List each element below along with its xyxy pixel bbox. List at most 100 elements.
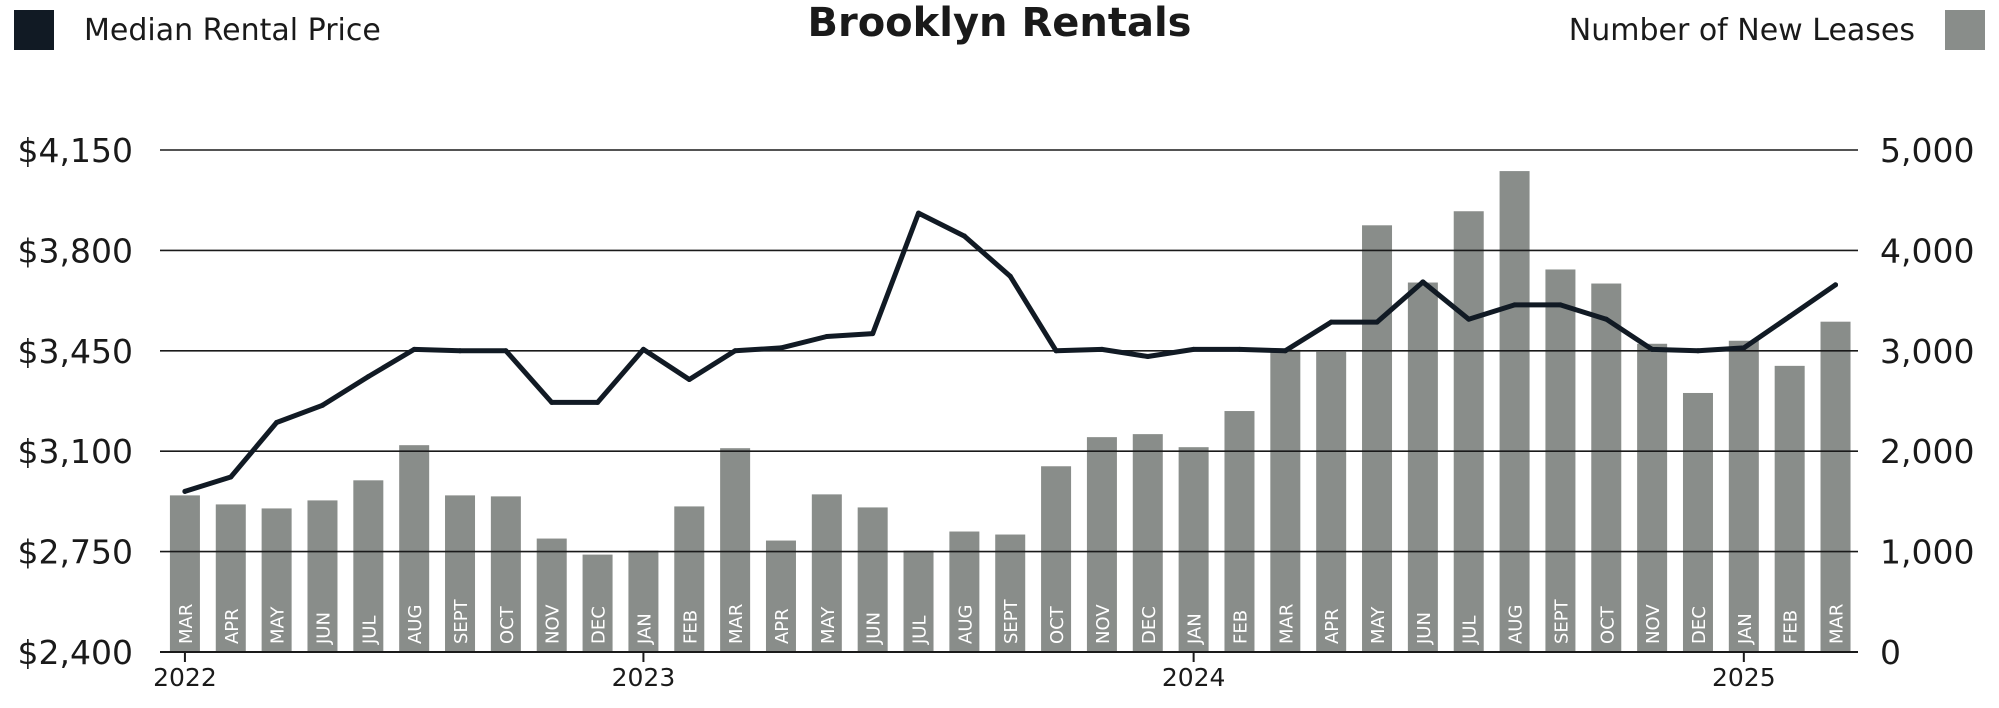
month-label-13: APR: [772, 608, 793, 644]
point-median-rental-price-6: [457, 348, 463, 354]
bar-new-leases-2: [261, 508, 292, 652]
month-label-15: JUN: [864, 612, 885, 645]
month-label-36: MAR: [1827, 604, 1848, 644]
point-median-rental-price-0: [182, 488, 188, 494]
point-median-rental-price-25: [1328, 319, 1334, 325]
point-median-rental-price-16: [916, 210, 922, 216]
month-label-1: APR: [222, 608, 243, 644]
point-median-rental-price-11: [686, 376, 692, 382]
left-tick-label-0: $2,400: [18, 633, 133, 672]
month-label-32: NOV: [1643, 604, 1664, 644]
month-label-30: SEPT: [1551, 598, 1572, 644]
bar-new-leases-9: [582, 554, 613, 652]
month-label-11: FEB: [680, 610, 701, 644]
point-median-rental-price-15: [870, 331, 876, 337]
bar-new-leases-7: [490, 496, 521, 652]
legend-swatch-bar: [1945, 10, 1985, 50]
bar-new-leases-10: [628, 550, 659, 652]
point-median-rental-price-30: [1557, 302, 1563, 308]
point-median-rental-price-26: [1374, 319, 1380, 325]
bar-new-leases-24: [1270, 349, 1301, 652]
point-median-rental-price-20: [1099, 346, 1105, 352]
month-label-12: MAR: [726, 604, 747, 644]
bar-new-leases-30: [1545, 269, 1576, 652]
chart-title: Brooklyn Rentals: [807, 0, 1192, 46]
bar-new-leases-8: [536, 538, 567, 652]
month-label-33: DEC: [1689, 606, 1710, 644]
point-median-rental-price-19: [1053, 348, 1059, 354]
bar-new-leases-20: [1086, 437, 1117, 652]
point-median-rental-price-18: [1007, 273, 1013, 279]
left-tick-label-5: $4,150: [18, 131, 133, 170]
bar-new-leases-5: [399, 445, 430, 652]
bar-new-leases-36: [1820, 321, 1851, 652]
month-label-19: OCT: [1047, 605, 1068, 644]
point-median-rental-price-24: [1282, 348, 1288, 354]
line-median-rental-price: [182, 210, 1838, 494]
month-label-9: DEC: [589, 606, 610, 644]
month-label-20: NOV: [1093, 604, 1114, 644]
legend-swatch-line: [14, 10, 54, 50]
year-label-2023: 2023: [612, 663, 676, 692]
bar-new-leases-1: [215, 504, 246, 652]
month-label-17: AUG: [955, 605, 976, 644]
month-label-7: OCT: [497, 605, 518, 644]
bar-new-leases-32: [1637, 343, 1668, 652]
bar-new-leases-6: [445, 495, 476, 652]
month-label-14: MAY: [818, 606, 839, 644]
left-tick-label-2: $3,100: [18, 432, 133, 471]
legend-median-rental-price: Median Rental Price: [14, 10, 381, 50]
year-label-2025: 2025: [1712, 663, 1776, 692]
point-median-rental-price-22: [1191, 346, 1197, 352]
month-label-6: SEPT: [451, 598, 472, 644]
month-label-4: JUL: [359, 615, 380, 645]
bar-new-leases-29: [1499, 171, 1530, 653]
point-median-rental-price-7: [503, 348, 509, 354]
point-median-rental-price-23: [1236, 346, 1242, 352]
bar-new-leases-4: [353, 480, 384, 652]
point-median-rental-price-3: [319, 402, 325, 408]
bar-new-leases-27: [1407, 282, 1438, 652]
month-label-24: MAR: [1276, 604, 1297, 644]
legend-label-median-rental-price: Median Rental Price: [84, 12, 381, 48]
left-tick-label-4: $3,800: [18, 231, 133, 270]
month-label-29: AUG: [1506, 605, 1527, 644]
year-label-2022: 2022: [153, 663, 217, 692]
month-label-21: DEC: [1139, 606, 1160, 644]
month-label-23: FEB: [1230, 610, 1251, 644]
bar-new-leases-3: [307, 500, 338, 652]
right-tick-label-5: 5,000: [1880, 131, 1974, 170]
point-median-rental-price-29: [1512, 302, 1518, 308]
bar-new-leases-14: [811, 494, 842, 652]
month-label-27: JUN: [1414, 612, 1435, 645]
point-median-rental-price-28: [1466, 316, 1472, 322]
point-median-rental-price-36: [1833, 282, 1839, 288]
month-label-10: JAN: [634, 613, 655, 645]
bar-new-leases-34: [1728, 340, 1759, 652]
point-median-rental-price-4: [365, 374, 371, 380]
bar-new-leases-18: [995, 534, 1026, 652]
bar-new-leases-35: [1774, 365, 1805, 652]
point-median-rental-price-10: [640, 346, 646, 352]
bar-new-leases-33: [1682, 392, 1713, 652]
month-label-34: JAN: [1735, 613, 1756, 645]
month-label-26: MAY: [1368, 606, 1389, 644]
month-label-5: AUG: [405, 605, 426, 644]
point-median-rental-price-17: [961, 233, 967, 239]
bar-new-leases-31: [1591, 283, 1622, 652]
legend-number-of-new-leases: Number of New Leases: [1569, 10, 1985, 50]
point-median-rental-price-31: [1603, 316, 1609, 322]
bar-new-leases-26: [1362, 225, 1393, 653]
bar-new-leases-0: [169, 495, 200, 652]
point-median-rental-price-34: [1741, 345, 1747, 351]
left-tick-label-1: $2,750: [18, 533, 133, 572]
point-median-rental-price-21: [1145, 354, 1151, 360]
month-label-16: JUL: [910, 615, 931, 645]
month-label-22: JAN: [1185, 613, 1206, 645]
left-tick-label-3: $3,450: [18, 332, 133, 371]
point-median-rental-price-14: [824, 333, 830, 339]
right-tick-label-4: 4,000: [1880, 231, 1974, 270]
year-label-2024: 2024: [1162, 663, 1226, 692]
point-median-rental-price-32: [1649, 346, 1655, 352]
